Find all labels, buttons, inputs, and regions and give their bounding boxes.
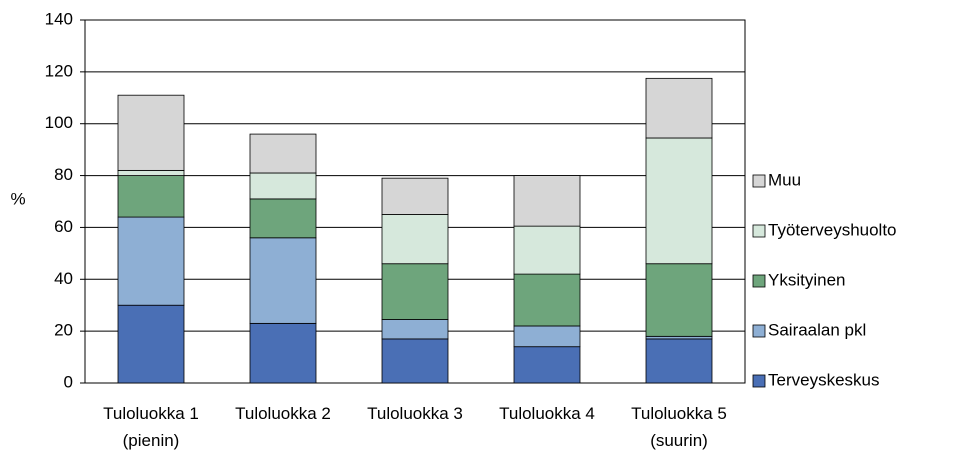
- y-axis-label: %: [10, 189, 25, 208]
- legend-label: Yksityinen: [768, 270, 845, 289]
- bar-segment: [645, 338, 713, 384]
- y-tick-label: 140: [45, 9, 73, 28]
- legend-label: Sairaalan pkl: [768, 320, 866, 339]
- bar-segment: [513, 273, 581, 327]
- legend-label: Muu: [768, 170, 801, 189]
- bar-segment: [249, 133, 317, 174]
- x-tick-label: Tuloluokka 5 (suurin): [631, 404, 727, 450]
- bar-segment: [513, 225, 581, 275]
- legend-swatch: [752, 324, 766, 338]
- y-tick-label: 120: [45, 61, 73, 80]
- y-tick-label: 0: [64, 372, 73, 391]
- y-tick-label: 100: [45, 113, 73, 132]
- bar-segment: [249, 322, 317, 384]
- bar-segment: [513, 175, 581, 227]
- bar-segment: [117, 216, 185, 306]
- x-tick-label: Tuloluokka 4: [499, 404, 595, 423]
- legend-swatch: [752, 374, 766, 388]
- bar-segment: [381, 177, 449, 215]
- x-tick-label: Tuloluokka 3: [367, 404, 463, 423]
- legend-label: Terveyskeskus: [768, 370, 879, 389]
- bar-segment: [117, 169, 185, 176]
- bar-segment: [249, 198, 317, 239]
- bar-segment: [381, 338, 449, 384]
- legend-swatch: [752, 174, 766, 188]
- bar-segment: [249, 172, 317, 200]
- bar-segment: [117, 175, 185, 218]
- bar-segment: [117, 304, 185, 384]
- bar-segment: [513, 325, 581, 348]
- y-tick-label: 20: [54, 321, 73, 340]
- y-tick-label: 40: [54, 269, 73, 288]
- bar-segment: [645, 77, 713, 139]
- bar-segment: [381, 214, 449, 265]
- bar-segment: [513, 346, 581, 384]
- y-tick-label: 80: [54, 165, 73, 184]
- x-tick-label: Tuloluokka 1 (pienin): [103, 404, 199, 450]
- bar-segment: [381, 319, 449, 340]
- bar-segment: [117, 94, 185, 171]
- bar-segment: [381, 263, 449, 320]
- bar-segment: [645, 137, 713, 265]
- bar-segment: [645, 263, 713, 337]
- x-tick-label: Tuloluokka 2: [235, 404, 331, 423]
- legend-swatch: [752, 274, 766, 288]
- legend-label: Työterveyshuolto: [768, 220, 897, 239]
- y-tick-label: 60: [54, 217, 73, 236]
- bar-segment: [249, 237, 317, 324]
- legend-swatch: [752, 224, 766, 238]
